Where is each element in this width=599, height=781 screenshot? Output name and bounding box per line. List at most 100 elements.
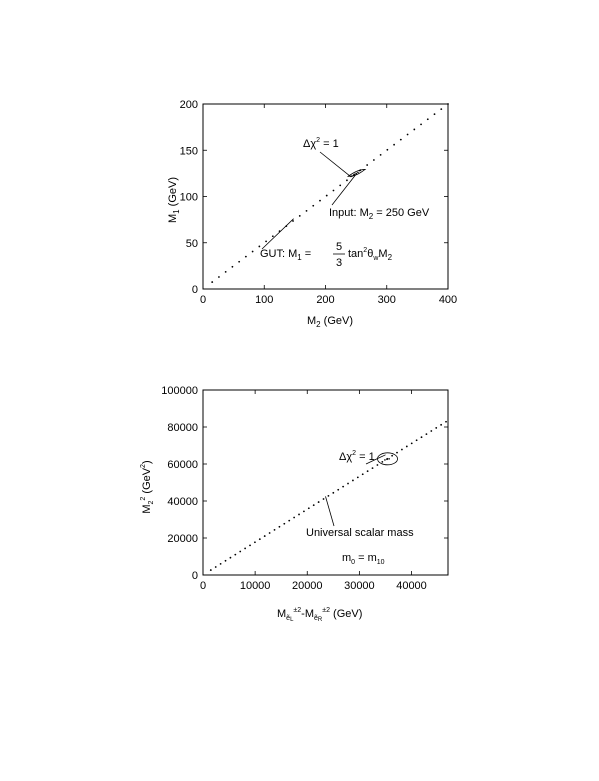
y-tick-label: 40000 — [167, 496, 198, 508]
data-point — [447, 103, 449, 105]
chart-bottom-chi2-arrow — [365, 454, 386, 465]
chart-top-gut-arrow — [261, 218, 294, 250]
data-point — [298, 215, 301, 217]
data-point — [342, 485, 345, 488]
data-point — [234, 553, 237, 556]
x-tick-label: 400 — [439, 294, 457, 306]
y-tick-label: 100 — [180, 192, 198, 204]
data-point — [305, 209, 308, 212]
chart-bottom-series — [209, 420, 447, 571]
data-point — [445, 420, 447, 423]
data-point — [322, 498, 325, 500]
chart-top-chi2-arrow — [319, 151, 352, 178]
data-point — [283, 522, 286, 525]
x-tick-label: 200 — [316, 294, 334, 306]
data-point — [239, 550, 242, 553]
data-point — [346, 179, 348, 182]
cluster-point — [386, 458, 388, 461]
data-point — [298, 513, 300, 516]
chart-top-series — [211, 103, 449, 283]
data-point — [332, 491, 335, 494]
cluster-point — [353, 173, 356, 176]
chart-top-input-arrow — [331, 173, 358, 206]
data-point — [371, 467, 374, 469]
data-point — [352, 479, 354, 482]
data-point — [258, 245, 261, 248]
cluster-point — [388, 458, 390, 460]
x-tick-label: 10000 — [240, 580, 271, 592]
x-tick-label: 30000 — [344, 580, 375, 592]
chart-top-chi2-label: Δχ2 = 1 — [303, 137, 339, 150]
chart-top-x-label: M2 (GeV) — [307, 315, 353, 329]
data-point — [244, 547, 247, 550]
y-tick-label: 200 — [180, 99, 198, 111]
chart-top-gut-label: GUT: M1 = 5 3 tan2θwM2 — [260, 241, 393, 269]
data-point — [327, 495, 330, 497]
chart-top-contour — [346, 168, 367, 177]
data-point — [254, 541, 256, 544]
data-point — [209, 569, 212, 571]
data-point — [406, 133, 409, 136]
data-point — [405, 445, 408, 448]
x-tick-label: 40000 — [396, 580, 427, 592]
chart-bottom-universal-arrow — [325, 496, 335, 527]
data-point — [278, 525, 281, 528]
data-point — [415, 439, 418, 442]
data-point — [325, 194, 328, 197]
data-point — [425, 433, 428, 435]
y-tick-label: 80000 — [167, 422, 198, 434]
data-point — [288, 519, 291, 522]
data-point — [249, 544, 251, 547]
data-point — [435, 427, 438, 429]
svg-text:5: 5 — [336, 241, 342, 253]
data-point — [332, 189, 335, 192]
data-point — [366, 164, 369, 166]
data-point — [376, 464, 379, 466]
y-tick-label: 150 — [180, 145, 198, 157]
data-point — [268, 532, 271, 534]
data-point — [413, 128, 416, 131]
cluster-point — [357, 171, 359, 174]
cluster-point — [384, 459, 386, 461]
data-point — [211, 281, 214, 283]
data-point — [420, 436, 423, 439]
data-point — [339, 184, 342, 187]
data-point — [396, 451, 398, 454]
data-point — [271, 235, 274, 238]
data-point — [426, 118, 429, 121]
chart-top-input-label: Input: M2 = 250 GeV — [329, 207, 430, 221]
x-tick-label: 20000 — [292, 580, 323, 592]
chart-top: 0 100 200 300 400 0 50 100 150 200 M2 (GeV) M1 (… — [167, 99, 457, 329]
y-tick-label: 50 — [186, 238, 198, 250]
data-point — [229, 556, 232, 559]
data-point — [440, 108, 443, 110]
chart-top-y-ticks: 0 50 100 150 200 — [180, 99, 448, 296]
x-tick-label: 0 — [200, 294, 206, 306]
data-point — [399, 138, 402, 141]
data-point — [410, 442, 413, 445]
svg-text:3: 3 — [336, 257, 342, 269]
data-point — [317, 501, 320, 503]
x-tick-label: 300 — [378, 294, 396, 306]
chart-top-x-ticks: 0 100 200 300 400 — [200, 104, 457, 306]
data-point — [433, 113, 436, 116]
data-point — [386, 148, 389, 151]
data-point — [391, 454, 394, 457]
data-point — [224, 270, 227, 273]
data-point — [224, 559, 227, 562]
data-point — [251, 250, 254, 253]
data-point — [273, 528, 276, 531]
data-point — [219, 562, 222, 565]
chart-bottom-m0-label: m0 = m10 — [342, 552, 385, 566]
data-point — [303, 510, 305, 513]
data-point — [214, 566, 217, 568]
data-point — [319, 199, 321, 202]
data-point — [292, 220, 294, 222]
data-point — [307, 507, 310, 510]
data-point — [401, 448, 403, 451]
chart-bottom-x-ticks: 0 10000 20000 30000 40000 — [200, 390, 427, 592]
data-point — [265, 240, 267, 243]
chart-bottom-x-label: MẽL±2-MẽR±2 (GeV) — [277, 607, 362, 623]
data-point — [379, 153, 382, 156]
